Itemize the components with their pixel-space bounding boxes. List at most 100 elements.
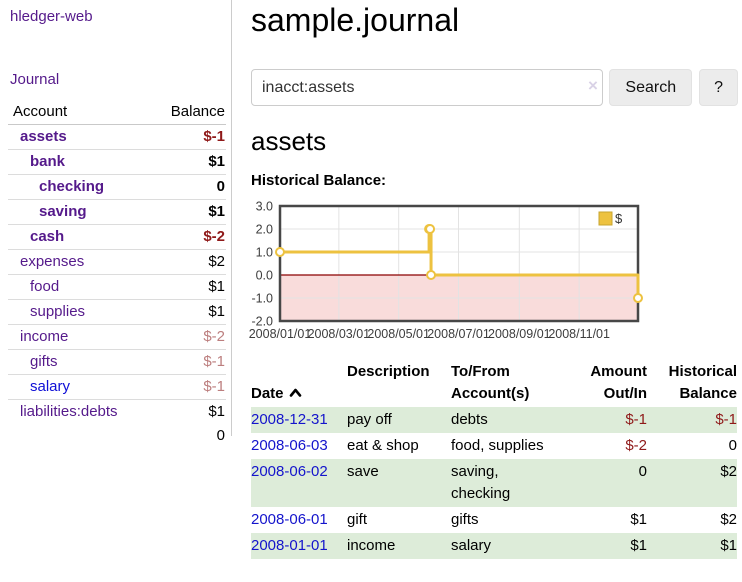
register-row: 2008-06-03 eat & shop food, supplies $-2 0 <box>251 433 737 459</box>
account-balance: $1 <box>148 199 226 225</box>
account-balance: $1 <box>148 274 226 300</box>
x-axis-tick-label: 2008/01/01 <box>249 327 312 341</box>
account-balance: $-1 <box>148 374 226 400</box>
historical-balance-chart: $3.0 2.0 1.0 0.0 -1.0 -2.02008/01/012008/03/0… <box>249 200 643 341</box>
transaction-date: 2008-06-03 <box>251 433 347 459</box>
account-row: food $1 <box>8 274 226 300</box>
register-row: 2008-06-02 save saving, checking 0 $2 <box>251 459 737 507</box>
x-axis-tick-label: 2008/03/01 <box>308 327 371 341</box>
account-link[interactable]: income <box>20 328 69 345</box>
transaction-description: income <box>347 537 396 554</box>
account-link[interactable]: saving <box>39 203 87 220</box>
transaction-date-link[interactable]: 2008-12-31 <box>251 411 328 428</box>
transaction-date: 2008-06-02 <box>251 459 347 507</box>
data-point-marker <box>426 270 437 280</box>
y-axis-tick-label: -2.0 <box>251 315 273 329</box>
transaction-date-link[interactable]: 2008-06-01 <box>251 511 328 528</box>
accounts-table: Account Balance assets $-1 bank $1 checking 0… <box>8 100 226 448</box>
transaction-balance: $-1 <box>715 411 737 428</box>
account-balance: 0 <box>148 174 226 200</box>
chart-title: Historical Balance: <box>251 172 387 189</box>
register-header-row: Date Description To/From Account(s) Amou… <box>251 359 737 407</box>
y-axis-tick-label: 0.0 <box>256 269 273 283</box>
clear-search-icon[interactable]: × <box>588 76 598 95</box>
account-row: supplies $1 <box>8 299 226 325</box>
accounts-total-value: 0 <box>216 427 225 444</box>
data-point-marker <box>633 293 643 303</box>
account-row: expenses $2 <box>8 249 226 275</box>
description-column-header: Description <box>347 363 430 380</box>
transaction-date-link[interactable]: 2008-06-02 <box>251 463 328 480</box>
account-link[interactable]: assets <box>20 128 67 145</box>
x-axis-tick-label: 2008/07/01 <box>427 327 490 341</box>
account-balance: $2 <box>148 249 226 275</box>
transaction-balance: $1 <box>720 537 737 554</box>
app-title-link[interactable]: hledger-web <box>10 8 93 25</box>
search-input[interactable] <box>251 69 604 106</box>
help-button[interactable]: ? <box>699 69 738 106</box>
data-point-marker <box>425 224 436 234</box>
balance-column-header: Balance <box>148 100 226 125</box>
account-column-header: Account <box>8 100 149 125</box>
transaction-balance: 0 <box>728 437 737 454</box>
main-content: sample.journal × Search ? assets Histori… <box>249 0 738 559</box>
date-column-header[interactable]: Date <box>251 359 347 407</box>
account-row: liabilities:debts $1 <box>8 399 226 424</box>
account-link[interactable]: salary <box>30 378 71 395</box>
account-row: assets $-1 <box>8 125 226 150</box>
x-axis-tick-label: 2008/09/01 <box>488 327 551 341</box>
search-form: × Search ? <box>251 69 738 106</box>
transaction-date: 2008-06-01 <box>251 507 347 533</box>
account-link[interactable]: checking <box>39 178 105 195</box>
transaction-date-link[interactable]: 2008-06-03 <box>251 437 328 454</box>
transaction-description: pay off <box>347 411 392 428</box>
y-axis-tick-label: -1.0 <box>251 292 273 306</box>
transaction-amount: $1 <box>630 537 647 554</box>
transaction-accounts: food, supplies <box>451 437 544 454</box>
register-table-body: 2008-12-31 pay off debts $-1 $-1 2008-06-03 ea… <box>251 407 737 559</box>
search-button[interactable]: Search <box>609 69 693 106</box>
transaction-amount: $-1 <box>625 411 647 428</box>
y-axis-tick-label: 2.0 <box>256 223 273 237</box>
accounts-total-row: 0 <box>8 424 226 448</box>
account-balance: $1 <box>148 149 226 175</box>
account-link[interactable]: gifts <box>30 353 58 370</box>
sidebar: hledger-web Journal Account Balance asse… <box>0 0 232 444</box>
transaction-date: 2008-01-01 <box>251 533 347 559</box>
transaction-accounts: debts <box>451 411 488 428</box>
account-link[interactable]: food <box>30 278 60 295</box>
accounts-column-header: To/From Account(s) <box>451 363 530 402</box>
legend-label: $ <box>615 211 623 226</box>
accounts-table-header: Account Balance <box>8 100 226 125</box>
transaction-date-link[interactable]: 2008-01-01 <box>251 537 328 554</box>
account-row: gifts $-1 <box>8 349 226 375</box>
transaction-accounts: saving, checking <box>451 463 511 502</box>
account-balance: $1 <box>148 399 226 424</box>
sidebar-item-journal[interactable]: Journal <box>10 71 60 88</box>
y-axis-tick-label: 3.0 <box>256 200 273 214</box>
account-link[interactable]: supplies <box>30 303 86 320</box>
account-row: bank $1 <box>8 149 226 175</box>
transaction-amount: $1 <box>630 511 647 528</box>
legend-swatch <box>598 211 613 226</box>
x-axis-tick-label: 2008/11/01 <box>548 327 610 341</box>
accounts-table-body: assets $-1 bank $1 checking 0 saving $1 cash $-2 e… <box>8 125 226 424</box>
register-row: 2008-12-31 pay off debts $-1 $-1 <box>251 407 737 433</box>
account-balance: $-2 <box>148 324 226 350</box>
account-link[interactable]: expenses <box>20 253 85 270</box>
transaction-balance: $2 <box>720 511 737 528</box>
plot-border <box>278 204 640 323</box>
register-row: 2008-06-01 gift gifts $1 $2 <box>251 507 737 533</box>
transaction-balance: $2 <box>720 463 737 480</box>
account-balance: $1 <box>148 299 226 325</box>
account-link[interactable]: cash <box>30 228 65 245</box>
account-balance: $-1 <box>148 349 226 375</box>
account-link[interactable]: bank <box>30 153 66 170</box>
transaction-amount: $-2 <box>625 437 647 454</box>
account-link[interactable]: liabilities:debts <box>20 403 118 420</box>
register-table: Date Description To/From Account(s) Amou… <box>251 359 737 559</box>
sort-ascending-icon <box>289 388 301 397</box>
account-balance: $-1 <box>203 128 225 145</box>
transaction-description: save <box>347 463 379 480</box>
transaction-accounts: salary <box>451 537 492 554</box>
